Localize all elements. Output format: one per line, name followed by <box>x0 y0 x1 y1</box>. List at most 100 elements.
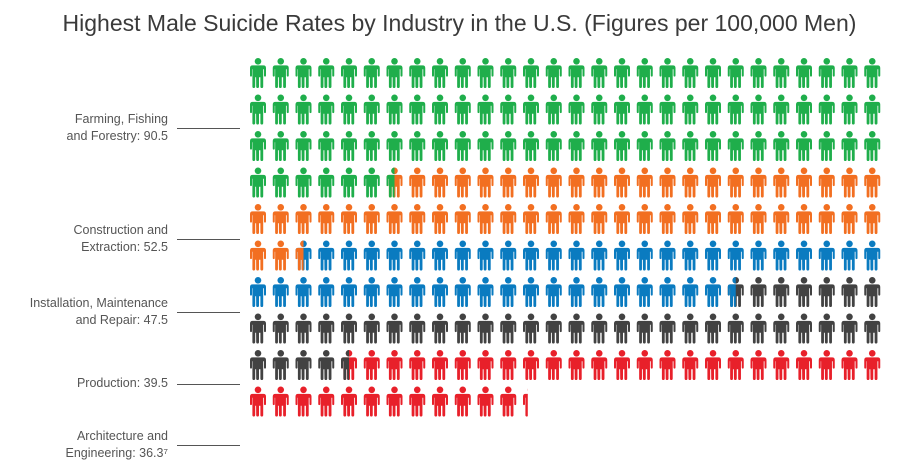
person-icon <box>614 167 630 198</box>
person-icon <box>796 240 812 271</box>
person-icon <box>363 204 380 234</box>
person-icon <box>614 94 630 125</box>
person-icon <box>318 313 335 344</box>
person-icon <box>545 350 562 380</box>
person-icon <box>796 94 812 125</box>
person-icon <box>773 167 790 198</box>
person-icon <box>682 131 699 161</box>
person-icon <box>841 240 858 271</box>
person-icon <box>705 131 721 161</box>
person-icon <box>864 58 881 88</box>
person-icon <box>682 94 699 125</box>
person-icon <box>818 240 835 271</box>
person-icon <box>591 58 608 88</box>
person-icon <box>636 240 653 271</box>
person-icon <box>477 167 494 198</box>
person-icon <box>773 58 790 88</box>
person-icon <box>409 313 426 344</box>
person-icon <box>341 167 357 198</box>
person-icon <box>796 58 812 88</box>
person-icon <box>523 388 528 417</box>
person-icon <box>841 58 858 88</box>
person-icon <box>841 167 858 198</box>
person-icon <box>727 240 744 271</box>
person-icon <box>318 240 335 271</box>
person-icon <box>477 386 494 417</box>
category-label-farming: Farming, Fishing and Forestry: 90.5 <box>67 111 168 145</box>
person-icon <box>750 167 767 198</box>
person-icon <box>750 240 767 271</box>
person-icon <box>341 277 357 307</box>
person-icon <box>409 167 426 198</box>
person-icon <box>432 131 448 161</box>
person-icon <box>614 313 630 344</box>
person-icon <box>523 167 539 198</box>
person-icon <box>454 350 471 380</box>
person-icon <box>614 277 630 307</box>
person-icon <box>454 167 471 198</box>
person-icon <box>727 313 744 344</box>
category-label-line1: Production: 39.5 <box>76 376 168 390</box>
person-icon <box>727 167 744 198</box>
category-label-line1: Farming, Fishing <box>74 112 168 126</box>
person-icon <box>523 350 539 380</box>
person-icon <box>500 204 517 234</box>
person-icon <box>682 204 699 234</box>
person-icon <box>341 386 357 417</box>
person-icon <box>591 277 608 307</box>
person-icon <box>841 131 858 161</box>
category-label-line1: Architecture and <box>76 429 168 443</box>
category-label-installation: Installation, Maintenance and Repair: 47… <box>30 295 168 329</box>
person-icon <box>750 350 767 380</box>
person-icon <box>659 94 676 125</box>
person-icon <box>386 58 403 88</box>
person-icon <box>295 204 312 234</box>
person-icon <box>614 240 630 271</box>
person-icon <box>432 277 448 307</box>
person-icon <box>272 386 289 417</box>
person-icon <box>454 94 471 125</box>
person-icon <box>295 386 312 417</box>
person-icon <box>454 58 471 88</box>
person-icon <box>568 277 585 307</box>
person-icon <box>727 204 744 234</box>
category-label-production: Production: 39.5 <box>77 375 168 392</box>
person-icon <box>705 94 721 125</box>
person-icon <box>477 58 494 88</box>
person-icon <box>341 58 357 88</box>
person-icon <box>523 277 539 307</box>
person-icon <box>500 277 517 307</box>
person-icon <box>318 167 335 198</box>
person-icon <box>727 277 744 307</box>
person-icon <box>841 350 858 380</box>
person-icon <box>432 350 448 380</box>
person-icon <box>272 204 289 234</box>
person-icon <box>545 131 562 161</box>
person-icon <box>432 386 448 417</box>
person-icon <box>750 94 767 125</box>
person-icon <box>409 277 426 307</box>
person-icon <box>796 167 812 198</box>
person-icon <box>568 167 585 198</box>
person-icon <box>614 204 630 234</box>
person-icon <box>295 240 312 271</box>
person-icon <box>545 240 562 271</box>
person-icon <box>796 204 812 234</box>
person-icon <box>591 204 608 234</box>
person-icon <box>705 240 721 271</box>
person-icon <box>500 386 517 417</box>
person-icon <box>454 240 471 271</box>
person-icon <box>727 58 744 88</box>
person-icon <box>272 277 289 307</box>
person-icon <box>318 350 335 380</box>
person-icon <box>727 131 744 161</box>
person-icon <box>773 131 790 161</box>
person-icon <box>318 204 335 234</box>
leader-line-architecture <box>177 445 240 446</box>
person-icon <box>432 58 448 88</box>
person-icon <box>773 277 790 307</box>
category-label-line2: Engineering: 36.3⁷ <box>65 446 168 460</box>
person-icon <box>545 167 562 198</box>
person-icon <box>523 204 539 234</box>
